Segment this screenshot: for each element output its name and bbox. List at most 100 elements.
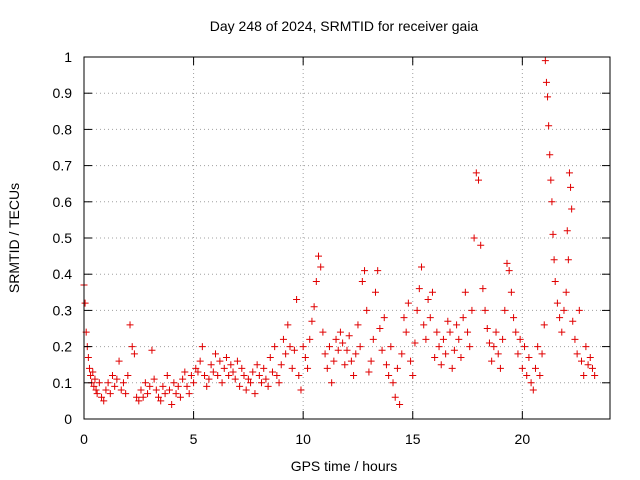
data-point	[207, 361, 215, 369]
data-point	[137, 386, 145, 394]
data-point	[203, 382, 211, 390]
data-point	[135, 397, 143, 405]
data-point	[565, 169, 573, 177]
data-point	[424, 296, 432, 304]
data-point	[255, 372, 263, 380]
data-point	[573, 350, 581, 358]
data-point	[334, 346, 342, 354]
data-point	[521, 343, 529, 351]
data-point	[325, 343, 333, 351]
data-point	[85, 364, 93, 372]
data-point	[389, 379, 397, 387]
data-point	[345, 332, 353, 340]
data-point	[113, 375, 121, 383]
data-point	[556, 314, 564, 322]
x-tick-label: 0	[80, 431, 88, 447]
data-point	[98, 393, 106, 401]
data-point	[549, 230, 557, 238]
data-point	[172, 390, 180, 398]
data-point	[459, 314, 467, 322]
data-point	[564, 256, 572, 264]
data-point	[205, 375, 213, 383]
data-point	[461, 288, 469, 296]
y-tick-label: 0.6	[53, 194, 73, 210]
data-point	[548, 198, 556, 206]
data-point	[264, 382, 272, 390]
data-point	[163, 372, 171, 380]
data-point	[336, 328, 344, 336]
data-point	[106, 390, 114, 398]
x-tick-labels: 0 5 10 15 20	[80, 431, 530, 447]
data-point	[299, 343, 307, 351]
data-point	[393, 364, 401, 372]
data-point	[233, 357, 241, 365]
data-point	[580, 372, 588, 380]
data-point	[496, 364, 504, 372]
data-point	[90, 382, 98, 390]
data-point	[464, 328, 472, 336]
data-point	[238, 364, 246, 372]
data-point	[155, 393, 163, 401]
data-point	[119, 379, 127, 387]
data-point	[499, 335, 507, 343]
data-point	[212, 350, 219, 358]
data-point	[494, 350, 502, 358]
data-point	[546, 151, 554, 159]
data-point	[400, 314, 408, 322]
data-point	[284, 321, 292, 329]
data-point	[144, 390, 152, 398]
data-point	[253, 361, 261, 369]
data-point	[115, 357, 123, 365]
data-point	[523, 372, 531, 380]
data-point	[477, 241, 485, 249]
data-point	[308, 317, 316, 325]
y-tick-label: 0.7	[53, 158, 73, 174]
data-point	[126, 321, 134, 329]
data-point	[187, 372, 195, 380]
data-point	[374, 267, 382, 275]
data-point	[282, 350, 290, 358]
data-point	[323, 364, 331, 372]
data-point	[216, 357, 224, 365]
data-point	[330, 357, 338, 365]
x-tick-label: 15	[405, 431, 421, 447]
data-point	[475, 176, 482, 184]
data-point	[479, 285, 487, 293]
y-tick-label: 0.5	[53, 230, 73, 246]
data-point	[286, 343, 294, 351]
data-point	[516, 335, 524, 343]
data-point	[426, 314, 434, 322]
data-point	[371, 288, 379, 296]
data-point	[93, 390, 101, 398]
data-point	[558, 328, 566, 336]
data-point	[448, 364, 456, 372]
data-point	[81, 299, 89, 307]
data-point	[545, 122, 553, 130]
data-point	[422, 335, 430, 343]
data-point	[290, 346, 298, 354]
data-point	[457, 353, 465, 361]
data-point	[483, 325, 491, 332]
data-point	[117, 386, 125, 394]
data-point	[544, 93, 552, 101]
data-point	[391, 393, 399, 401]
data-point	[315, 252, 323, 260]
data-point	[562, 288, 570, 296]
data-point	[588, 364, 596, 372]
data-point	[209, 368, 217, 376]
data-point	[505, 267, 513, 275]
data-point	[547, 176, 555, 184]
y-axis-label: SRMTID / TECUs	[6, 183, 22, 293]
data-point	[102, 386, 110, 394]
data-point	[317, 263, 325, 271]
data-point	[279, 335, 287, 343]
data-point	[242, 386, 250, 394]
data-point	[87, 372, 95, 380]
data-point	[365, 368, 373, 376]
data-point	[542, 78, 550, 86]
data-point	[404, 299, 412, 307]
data-point	[190, 379, 198, 387]
data-point	[201, 372, 209, 380]
data-point	[358, 277, 366, 285]
data-point	[512, 328, 520, 336]
